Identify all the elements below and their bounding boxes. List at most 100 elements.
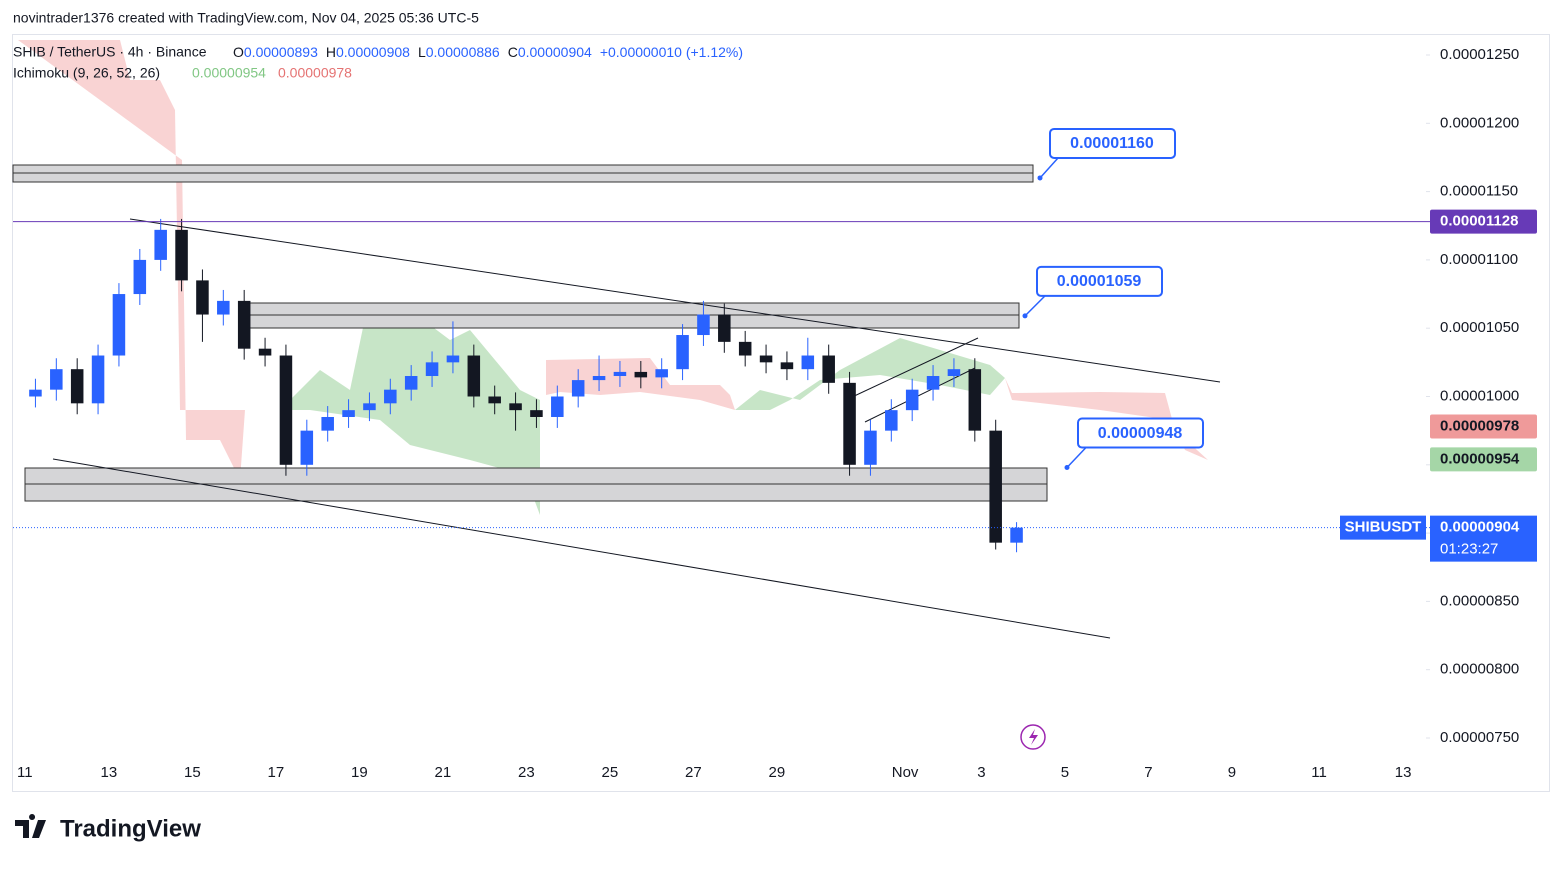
x-tick-label: 15: [184, 764, 201, 781]
x-tick-label: 17: [268, 764, 285, 781]
callout-line: [1024, 295, 1046, 317]
chart-frame: [12, 34, 1550, 792]
candle-body: [592, 376, 606, 381]
candle-body: [91, 355, 105, 404]
candle-body: [634, 371, 648, 378]
y-tick-label: 0.00000850: [1440, 592, 1519, 609]
symbol-tag: [1340, 515, 1426, 540]
candle-body: [425, 362, 439, 377]
candle-body: [175, 229, 188, 281]
y-tick-label: 0.00001100: [1440, 251, 1518, 268]
cloud-red: [18, 40, 245, 480]
candle-body: [446, 355, 460, 363]
candle-body: [864, 430, 877, 465]
legend-indicator: Ichimoku (9, 26, 52, 26): [13, 65, 160, 81]
candle-body: [676, 335, 689, 370]
logo: TradingView: [15, 814, 201, 842]
candle-body: [50, 369, 63, 390]
candle-body: [571, 380, 585, 397]
candle-body: [154, 229, 167, 260]
candle-body: [467, 355, 481, 397]
candle-body: [718, 314, 731, 342]
candle-body: [801, 355, 815, 370]
y-tick-label: 0.00001050: [1440, 319, 1519, 336]
x-tick-label: 23: [518, 764, 535, 781]
legend-symbol: SHIB / TetherUS · 4h · Binance: [13, 44, 207, 60]
y-tick-label: 0.00000800: [1440, 661, 1519, 678]
callout-point: [1022, 313, 1028, 319]
callout-line: [1066, 447, 1087, 469]
callout-label: 0.00001059: [1057, 273, 1142, 290]
legend-key: C: [508, 44, 518, 60]
candle-body: [655, 369, 668, 378]
price-tag: [1430, 209, 1537, 234]
x-tick-label: 27: [685, 764, 702, 781]
candle-body: [29, 389, 42, 397]
legend-value: 0.00000904: [518, 44, 592, 60]
trend-line: [52, 458, 1111, 639]
price-tag-label: 0.00001128: [1440, 213, 1518, 230]
x-tick-label: 21: [435, 764, 452, 781]
alert-icon-bolt: [1029, 729, 1038, 745]
candle-body: [613, 371, 627, 377]
candle-body: [509, 403, 522, 411]
candle-body: [217, 300, 230, 315]
legend-change: +0.00000010 (+1.12%): [600, 44, 743, 60]
candle-body: [947, 369, 961, 377]
trend-line: [129, 218, 1221, 383]
x-tick-label: 29: [769, 764, 786, 781]
y-tick-label: 0.00001200: [1440, 114, 1519, 131]
x-tick-label: 11: [1311, 764, 1327, 781]
candle-body: [822, 355, 835, 383]
candle-body: [300, 430, 314, 465]
plot: [29, 218, 1023, 553]
callout-line: [1039, 157, 1059, 179]
candle-body: [112, 294, 126, 356]
candle-body: [321, 416, 334, 431]
y-tick-label: 0.00001250: [1440, 46, 1519, 63]
x-tick-label: 25: [602, 764, 619, 781]
x-tick-label: 13: [1395, 764, 1412, 781]
candle-body: [363, 403, 376, 411]
callout-label: 0.00000948: [1098, 425, 1183, 442]
channel-line: [849, 337, 979, 399]
price-tag: [1430, 414, 1537, 439]
symbol-tag-text: SHIBUSDT: [1345, 519, 1422, 536]
legend-indicator-value: 0.00000978: [278, 65, 352, 81]
candle-body: [968, 369, 982, 431]
legend-value: 0.00000886: [426, 44, 500, 60]
alert-icon[interactable]: [1020, 724, 1046, 750]
x-tick-label: 3: [977, 764, 985, 781]
y-tick-label: 0.00000750: [1440, 729, 1519, 746]
candle-body: [905, 389, 919, 411]
logo-mark: [15, 814, 46, 838]
candle-body: [258, 348, 272, 356]
callout-point: [1037, 175, 1043, 181]
trend-lines: [52, 218, 1221, 639]
candle-body: [885, 410, 898, 431]
candle-body: [780, 362, 794, 370]
callout-point: [1064, 465, 1070, 471]
legend-indicator-value: 0.00000954: [192, 65, 266, 81]
author-line: novintrader1376 created with TradingView…: [13, 10, 479, 26]
callout-box: [1049, 127, 1176, 159]
callout-box: [1036, 265, 1163, 297]
x-tick-label: 5: [1061, 764, 1069, 781]
price-tag-label: 0.00000954: [1440, 450, 1520, 467]
x-tick-label: 19: [351, 764, 368, 781]
x-tick-label: Nov: [892, 764, 919, 781]
candle-body: [196, 280, 209, 315]
candle-body: [926, 376, 940, 390]
candle-body: [404, 376, 418, 390]
y-tick-label: 0.00001000: [1440, 387, 1519, 404]
legend-key: L: [418, 44, 426, 60]
candle-body: [133, 259, 147, 295]
countdown: 01:23:27: [1440, 541, 1498, 558]
x-tick-label: 11: [17, 764, 33, 781]
candle-body: [697, 314, 710, 336]
cloud-red: [1005, 378, 1208, 460]
x-tick-label: 13: [101, 764, 118, 781]
candle-body: [342, 410, 355, 417]
price-tag: [1430, 447, 1537, 472]
